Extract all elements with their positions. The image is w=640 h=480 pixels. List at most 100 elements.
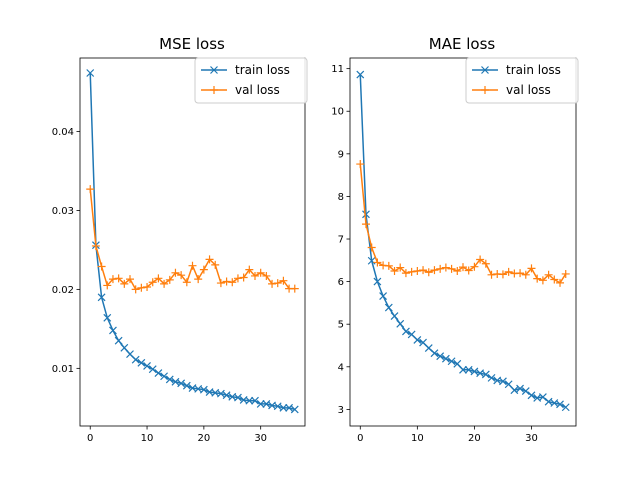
data-point xyxy=(262,399,271,408)
data-point xyxy=(379,292,388,301)
y-tick-label: 3 xyxy=(338,405,344,416)
data-point xyxy=(436,264,445,273)
legend-entry-train-loss: train loss xyxy=(472,63,561,77)
data-point xyxy=(402,327,410,336)
data-point xyxy=(131,355,140,364)
x-tick-label: 10 xyxy=(411,433,424,444)
data-point xyxy=(120,279,129,288)
data-point xyxy=(413,266,422,275)
legend-entry-val-loss: val loss xyxy=(472,83,551,97)
data-point xyxy=(384,303,393,312)
data-point xyxy=(544,270,553,279)
x-tick-label: 0 xyxy=(87,433,93,444)
data-point xyxy=(188,261,197,270)
data-point xyxy=(177,271,186,280)
data-point xyxy=(262,271,271,280)
data-point xyxy=(362,210,370,219)
data-point xyxy=(126,275,134,284)
data-point xyxy=(285,403,294,412)
data-point xyxy=(504,267,513,276)
data-point xyxy=(533,274,542,283)
x-tick-label: 20 xyxy=(197,433,210,444)
data-point xyxy=(194,275,203,284)
data-point xyxy=(430,349,439,358)
data-point xyxy=(390,312,399,321)
data-point xyxy=(481,370,490,379)
data-point xyxy=(86,185,95,194)
data-point xyxy=(504,380,513,389)
data-point xyxy=(216,389,225,398)
y-tick-label: 0.04 xyxy=(52,127,74,138)
y-tick-label: 4 xyxy=(338,362,344,373)
data-point xyxy=(131,285,140,294)
data-point xyxy=(165,375,174,384)
data-point xyxy=(407,267,416,276)
data-point xyxy=(356,160,365,169)
data-point xyxy=(251,396,259,405)
data-point xyxy=(424,268,433,277)
data-point xyxy=(148,365,157,374)
series-val-loss xyxy=(86,185,299,294)
legend-label: train loss xyxy=(506,63,561,77)
data-point xyxy=(516,384,524,393)
legend-label: val loss xyxy=(506,83,551,97)
data-point xyxy=(290,284,299,293)
data-point xyxy=(211,260,220,269)
data-point xyxy=(245,396,254,405)
y-tick-label: 8 xyxy=(338,192,344,203)
data-point xyxy=(279,403,288,412)
data-point xyxy=(430,266,439,275)
data-point xyxy=(182,278,191,287)
data-point xyxy=(561,403,570,412)
axes-frame xyxy=(349,57,577,427)
data-point xyxy=(396,263,405,272)
data-point xyxy=(273,402,282,411)
data-point xyxy=(499,377,507,386)
data-point xyxy=(464,266,473,275)
data-point xyxy=(550,275,559,284)
data-point xyxy=(91,241,100,250)
data-point xyxy=(103,313,112,322)
x-tick-label: 30 xyxy=(525,433,538,444)
y-tick-label: 5 xyxy=(338,320,344,331)
data-point xyxy=(171,377,180,386)
data-point xyxy=(245,265,254,274)
data-point xyxy=(109,326,117,335)
data-point xyxy=(453,266,462,275)
data-point xyxy=(268,279,277,288)
data-point xyxy=(165,275,174,284)
data-point xyxy=(384,261,393,270)
data-point xyxy=(154,274,163,283)
data-point xyxy=(273,279,282,288)
data-point xyxy=(413,336,422,344)
y-tick-label: 6 xyxy=(338,277,344,288)
mse-loss-chart: MSE loss 0 10 20 30 0.01 0.02 0.03 0.04 train lo… xyxy=(52,35,308,444)
data-point xyxy=(114,336,123,345)
data-point xyxy=(476,255,485,264)
data-point xyxy=(356,70,365,79)
legend-entry-train-loss: train loss xyxy=(201,63,290,77)
data-point xyxy=(290,405,299,414)
data-point xyxy=(148,278,157,287)
data-point xyxy=(234,393,242,402)
data-point xyxy=(199,265,208,274)
data-point xyxy=(103,281,112,290)
data-point xyxy=(447,264,456,273)
chart-title: MAE loss xyxy=(429,35,496,53)
x-tick-label: 10 xyxy=(141,433,154,444)
data-point xyxy=(556,400,564,409)
data-point xyxy=(487,270,496,279)
data-point xyxy=(538,276,547,285)
data-point xyxy=(401,269,410,278)
data-point xyxy=(279,276,288,285)
data-point xyxy=(233,274,242,283)
axes-frame xyxy=(79,57,306,427)
y-tick-label: 0.02 xyxy=(52,285,74,296)
data-point xyxy=(464,365,473,374)
data-point xyxy=(137,283,146,292)
data-point xyxy=(239,273,248,282)
data-point xyxy=(538,393,547,401)
legend-marker xyxy=(481,86,489,94)
y-tick-label: 9 xyxy=(338,149,344,160)
